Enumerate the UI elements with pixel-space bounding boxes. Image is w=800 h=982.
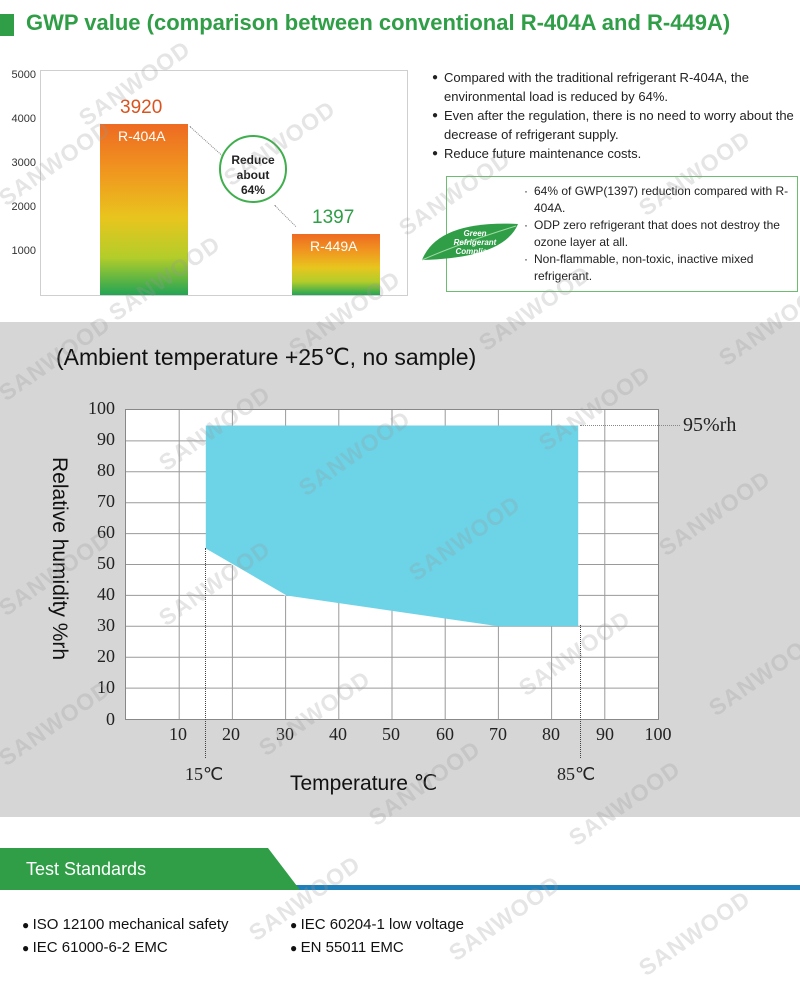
benefit-item: Reduce future maintenance costs. xyxy=(432,144,797,163)
gwp-bar-value: 1397 xyxy=(312,207,355,229)
humidity-ytick: 20 xyxy=(97,646,115,666)
watermark: SANWOOD xyxy=(633,885,756,981)
standard-item: ISO 12100 mechanical safety xyxy=(22,916,229,933)
gwp-ytick: 4000 xyxy=(11,113,36,125)
humidity-plot-area xyxy=(125,409,659,720)
humidity-x-axis-label: Temperature ℃ xyxy=(290,772,438,795)
green-refrigerant-box xyxy=(446,176,798,292)
reduce-text: Reduce xyxy=(231,153,275,167)
humidity-xtick: 60 xyxy=(436,724,454,744)
green-box-item: 64% of GWP(1397) reduction compared with… xyxy=(524,183,794,217)
humidity-xtick: 30 xyxy=(276,724,294,744)
standard-item: IEC 61000-6-2 EMC xyxy=(22,939,168,956)
annotation-95rh: 95%rh xyxy=(683,414,737,436)
humidity-ytick: 70 xyxy=(97,491,115,511)
gwp-ytick: 3000 xyxy=(11,157,36,169)
standard-item: EN 55011 EMC xyxy=(290,939,404,956)
green-box-list: 64% of GWP(1397) reduction compared with… xyxy=(524,183,794,285)
humidity-ytick: 10 xyxy=(97,677,115,697)
benefit-item: Compared with the traditional refrigeran… xyxy=(432,68,797,106)
leaf-label-line: Green xyxy=(463,229,487,238)
leaf-label-line: Compliant xyxy=(455,247,495,256)
humidity-chart-title: (Ambient temperature +25℃, no sample) xyxy=(56,344,477,370)
gwp-ytick: 5000 xyxy=(11,69,36,81)
gwp-bar-label: R-404A xyxy=(118,128,166,145)
humidity-ytick: 90 xyxy=(97,429,115,449)
section-title-gwp: GWP value (comparison between convention… xyxy=(26,10,731,35)
humidity-xtick: 70 xyxy=(489,724,507,744)
gwp-bar-value: 3920 xyxy=(120,97,163,119)
benefit-item: Even after the regulation, there is no n… xyxy=(432,106,797,144)
humidity-ytick: 80 xyxy=(97,460,115,480)
green-box-item: ODP zero refrigerant that does not destr… xyxy=(524,217,794,251)
gwp-bar-r404a xyxy=(100,124,188,295)
humidity-ytick: 0 xyxy=(106,709,115,729)
gwp-bar-r449a xyxy=(292,234,380,295)
humidity-ytick: 100 xyxy=(88,398,115,418)
annotation-85c: 85℃ xyxy=(557,764,596,784)
reduce-text: about xyxy=(236,168,270,182)
low-temp-leader-line xyxy=(205,548,206,758)
humidity-xtick: 80 xyxy=(542,724,560,744)
standard-item: IEC 60204-1 low voltage xyxy=(290,916,464,933)
green-box-item: Non-flammable, non-toxic, inactive mixed… xyxy=(524,251,794,285)
rh-leader-line xyxy=(580,425,680,426)
gwp-ytick: 2000 xyxy=(11,201,36,213)
humidity-ytick: 30 xyxy=(97,615,115,635)
humidity-xtick: 50 xyxy=(382,724,400,744)
humidity-plot-svg xyxy=(126,410,658,719)
humidity-xtick: 90 xyxy=(596,724,614,744)
leaf-icon xyxy=(421,223,518,261)
humidity-ytick: 60 xyxy=(97,522,115,542)
high-temp-leader-line xyxy=(580,625,581,758)
humidity-range-area xyxy=(205,425,579,627)
leaf-label-line: Refrigerant xyxy=(453,238,497,247)
humidity-xtick: 100 xyxy=(644,724,672,744)
humidity-lower-edge xyxy=(205,548,286,596)
humidity-ytick: 40 xyxy=(97,584,115,604)
annotation-15c: 15℃ xyxy=(185,764,224,784)
humidity-ytick: 50 xyxy=(97,553,115,573)
header-marker xyxy=(0,14,14,36)
humidity-xtick: 10 xyxy=(169,724,187,744)
reduce-text: 64% xyxy=(240,183,266,197)
gwp-bar-label: R-449A xyxy=(310,238,358,255)
standards-banner xyxy=(0,848,300,890)
standards-divider xyxy=(0,885,800,890)
humidity-xtick: 40 xyxy=(329,724,347,744)
benefit-list: Compared with the traditional refrigeran… xyxy=(432,68,797,163)
humidity-xtick: 20 xyxy=(222,724,240,744)
reduce-badge: Reduce about 64% xyxy=(219,135,287,203)
gwp-ytick: 1000 xyxy=(11,245,36,257)
standards-title: Test Standards xyxy=(26,859,147,879)
leaf-label: Green Refrigerant Compliant xyxy=(444,229,506,256)
